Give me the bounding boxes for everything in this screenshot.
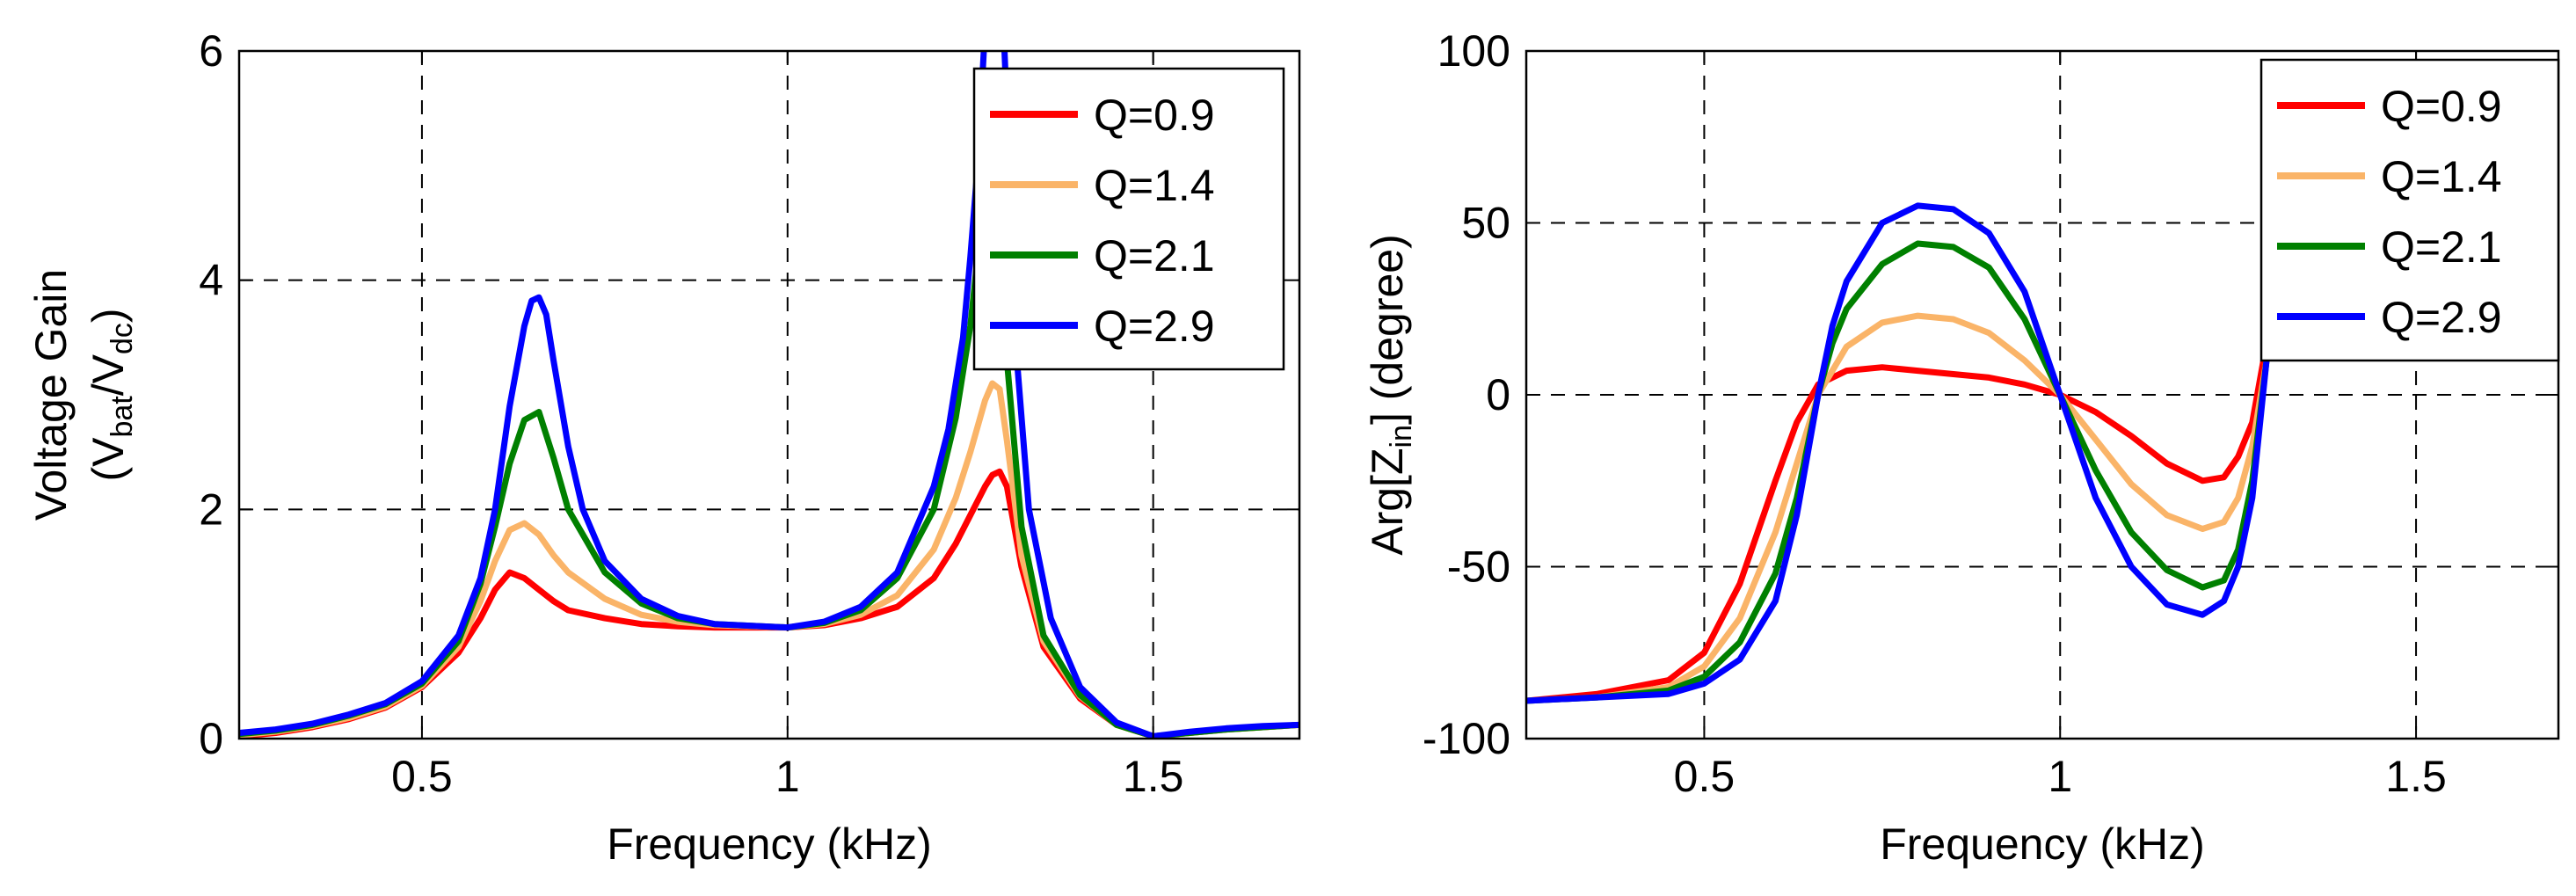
voltage-gain-chart: 0.5 1 1.5 0 2 4 6 Frequency (kHz) Voltage Gain (V… xyxy=(26,26,1301,869)
legend-label: Q=2.1 xyxy=(1094,231,1215,280)
y-tick-label: 100 xyxy=(1437,26,1510,76)
y-axis-label-sub: in xyxy=(1385,425,1418,448)
series-line-q-1-4 xyxy=(239,380,1299,739)
x-axis-label: Frequency (kHz) xyxy=(607,820,932,869)
y-tick-label: 0 xyxy=(199,714,223,763)
series-line-q-2-1 xyxy=(1526,106,2298,704)
y-tick-label: 6 xyxy=(199,26,223,76)
legend-label: Q=0.9 xyxy=(2381,82,2502,131)
impedance-phase-chart: 0.5 1 1.5 -100 -50 0 50 100 Frequency (kHz) Arg[Z… xyxy=(1363,26,2560,869)
legend: Q=0.9 Q=1.4 Q=2.1 Q=2.9 xyxy=(2259,58,2560,362)
legend-label: Q=0.9 xyxy=(1094,91,1215,140)
y-tick-label: 50 xyxy=(1461,199,1510,248)
y-axis-label-sub2: dc xyxy=(106,323,139,354)
y-tick-label: 2 xyxy=(199,484,223,534)
legend-label: Q=1.4 xyxy=(2381,152,2502,201)
y-axis-label-pre: Arg[Z xyxy=(1363,448,1412,556)
y-axis-label-units: (Vbat/Vdc) xyxy=(84,308,139,481)
x-tick-label: 1.5 xyxy=(2385,752,2447,801)
x-tick-label: 0.5 xyxy=(1674,752,1736,801)
y-axis-label-post: ] (degree) xyxy=(1363,234,1412,425)
grid xyxy=(1526,51,2558,739)
y-axis-label-mid: /V xyxy=(84,353,133,396)
y-axis-label-open: (V xyxy=(84,437,133,482)
y-axis-label: Arg[Zin] (degree) xyxy=(1363,234,1418,556)
y-axis-label-close: ) xyxy=(84,308,133,323)
y-tick-label: 4 xyxy=(199,256,223,305)
legend-box xyxy=(2259,58,2560,362)
x-tick-label: 0.5 xyxy=(391,752,453,801)
series-line-q-2-9 xyxy=(239,51,1299,739)
x-tick-label: 1.5 xyxy=(1123,752,1184,801)
y-tick-label: -100 xyxy=(1423,714,1510,763)
legend-label: Q=2.1 xyxy=(2381,222,2502,272)
plot-frame xyxy=(237,49,1301,740)
series-line-q-1-4 xyxy=(1526,109,2298,704)
legend-label: Q=1.4 xyxy=(1094,161,1215,210)
y-axis-label: Voltage Gain xyxy=(26,269,76,521)
x-tick-label: 1 xyxy=(2048,752,2072,801)
grid xyxy=(239,51,1299,739)
legend-label: Q=2.9 xyxy=(2381,293,2502,342)
series-line-q-0-9 xyxy=(1526,116,2298,704)
x-tick-label: 1 xyxy=(775,752,800,801)
legend: Q=0.9 Q=1.4 Q=2.1 Q=2.9 xyxy=(972,67,1285,371)
y-tick-label: -50 xyxy=(1447,543,1510,592)
x-axis-label: Frequency (kHz) xyxy=(1880,820,2205,869)
legend-box xyxy=(972,67,1285,371)
y-tick-label: 0 xyxy=(1486,370,1510,419)
y-axis-label-sub1: bat xyxy=(106,396,139,438)
series-group xyxy=(239,51,1299,739)
legend-label: Q=2.9 xyxy=(1094,302,1215,351)
